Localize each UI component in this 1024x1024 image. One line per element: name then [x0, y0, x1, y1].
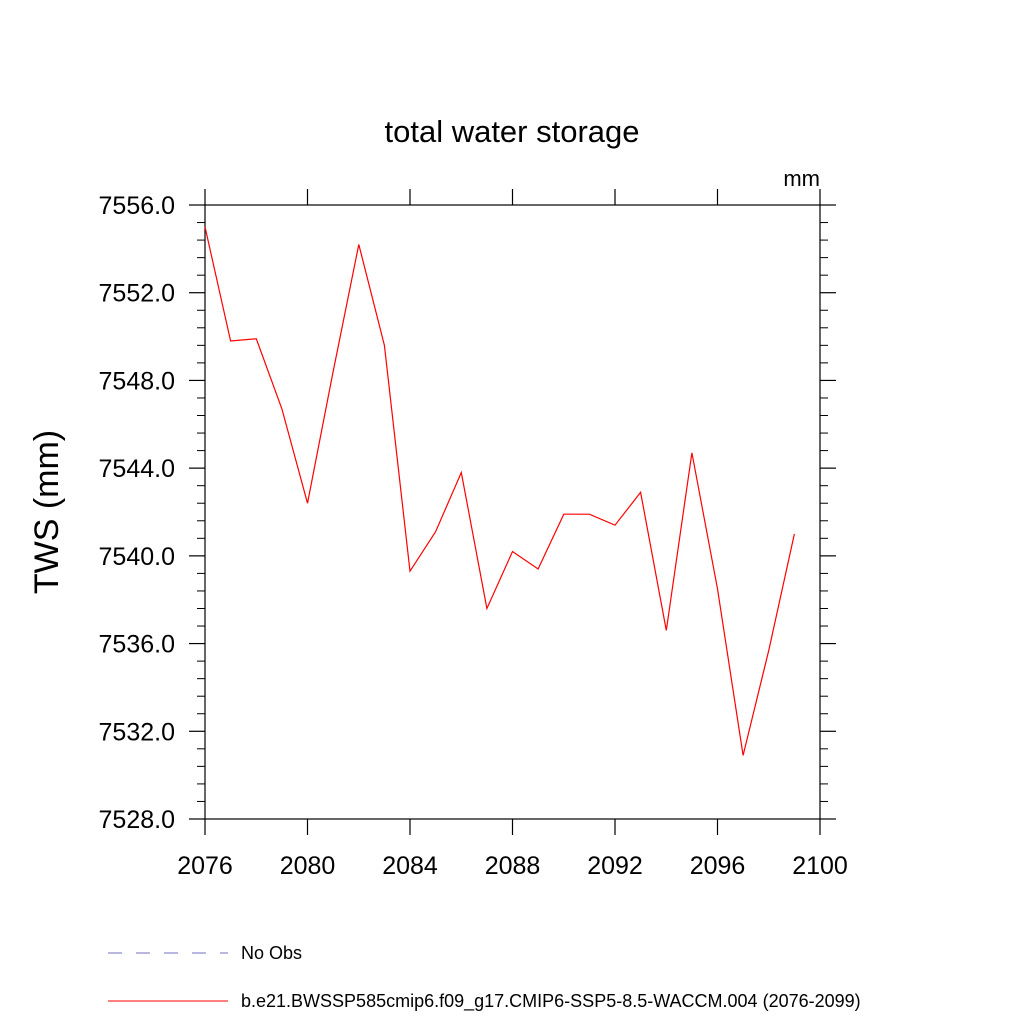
y-tick-label: 7536.0 [99, 631, 175, 659]
legend-label-no-obs: No Obs [241, 943, 302, 963]
y-tick-label: 7528.0 [99, 806, 175, 834]
series-line [204, 226, 795, 756]
legend: No Obs b.e21.BWSSP585cmip6.f09_g17.CMIP6… [108, 943, 861, 1012]
x-tick-label: 2076 [177, 852, 233, 880]
units-label: mm [783, 166, 820, 191]
x-tick-label: 2096 [690, 852, 746, 880]
series-layer [204, 226, 795, 756]
x-tick-label: 2092 [587, 852, 643, 880]
x-tick-label: 2080 [280, 852, 336, 880]
y-tick-label: 7532.0 [99, 718, 175, 746]
y-tick-label: 7556.0 [99, 192, 175, 220]
legend-label-series: b.e21.BWSSP585cmip6.f09_g17.CMIP6-SSP5-8… [241, 991, 861, 1012]
y-tick-label: 7540.0 [99, 543, 175, 571]
y-tick-label: 7548.0 [99, 367, 175, 395]
axis-ticks [189, 189, 836, 835]
y-tick-label: 7552.0 [99, 280, 175, 308]
y-tick-labels: 7528.0 7532.0 7536.0 7540.0 7544.0 7548.0 7552… [99, 192, 175, 834]
plot-frame [204, 204, 821, 820]
x-tick-label: 2100 [792, 852, 848, 880]
y-axis-title: TWS (mm) [28, 430, 66, 594]
chart-title: total water storage [384, 114, 639, 149]
x-tick-labels: 2076 2080 2084 2088 2092 2096 2100 [177, 852, 848, 880]
x-tick-label: 2084 [382, 852, 438, 880]
y-tick-label: 7544.0 [99, 455, 175, 483]
x-tick-label: 2088 [485, 852, 541, 880]
